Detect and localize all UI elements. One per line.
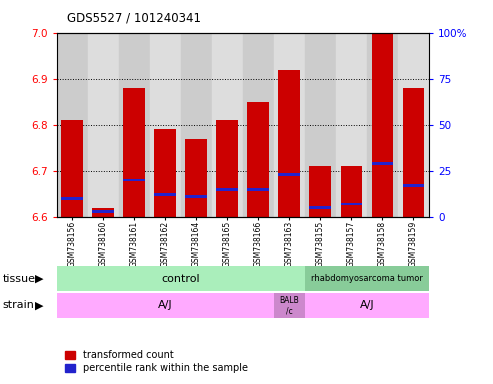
Bar <box>123 179 145 182</box>
Bar <box>372 162 393 165</box>
Bar <box>92 210 114 213</box>
Bar <box>279 70 300 217</box>
Bar <box>274 293 305 318</box>
Bar <box>279 173 300 176</box>
Bar <box>212 33 243 217</box>
Bar <box>181 33 212 217</box>
Bar <box>154 129 176 217</box>
Text: control: control <box>161 273 200 284</box>
Bar <box>216 120 238 217</box>
Bar <box>247 188 269 191</box>
Bar <box>367 33 398 217</box>
Bar <box>403 88 424 217</box>
Bar <box>57 33 88 217</box>
Bar <box>398 33 429 217</box>
Bar <box>154 194 176 196</box>
Bar <box>310 206 331 209</box>
Bar <box>185 195 207 198</box>
Bar <box>305 33 336 217</box>
Bar <box>247 102 269 217</box>
Bar <box>341 203 362 205</box>
Bar <box>123 88 145 217</box>
Bar <box>92 208 114 217</box>
Bar <box>61 120 83 217</box>
Text: A/J: A/J <box>359 300 374 311</box>
Text: ▶: ▶ <box>35 300 43 311</box>
Text: BALB
/c: BALB /c <box>280 296 299 315</box>
Bar <box>61 197 83 200</box>
Bar <box>57 293 274 318</box>
Bar <box>216 188 238 191</box>
Bar <box>305 266 429 291</box>
Legend: transformed count, percentile rank within the sample: transformed count, percentile rank withi… <box>62 346 252 377</box>
Text: A/J: A/J <box>158 300 173 311</box>
Bar <box>372 33 393 217</box>
Bar <box>57 266 305 291</box>
Bar <box>341 166 362 217</box>
Bar <box>185 139 207 217</box>
Bar <box>403 184 424 187</box>
Bar <box>336 33 367 217</box>
Bar <box>274 33 305 217</box>
Bar <box>150 33 181 217</box>
Text: strain: strain <box>2 300 35 311</box>
Bar <box>243 33 274 217</box>
Text: GDS5527 / 101240341: GDS5527 / 101240341 <box>67 12 201 25</box>
Bar <box>305 293 429 318</box>
Text: tissue: tissue <box>2 273 35 284</box>
Bar <box>310 166 331 217</box>
Text: ▶: ▶ <box>35 273 43 284</box>
Bar <box>119 33 150 217</box>
Bar <box>88 33 119 217</box>
Text: rhabdomyosarcoma tumor: rhabdomyosarcoma tumor <box>311 274 423 283</box>
